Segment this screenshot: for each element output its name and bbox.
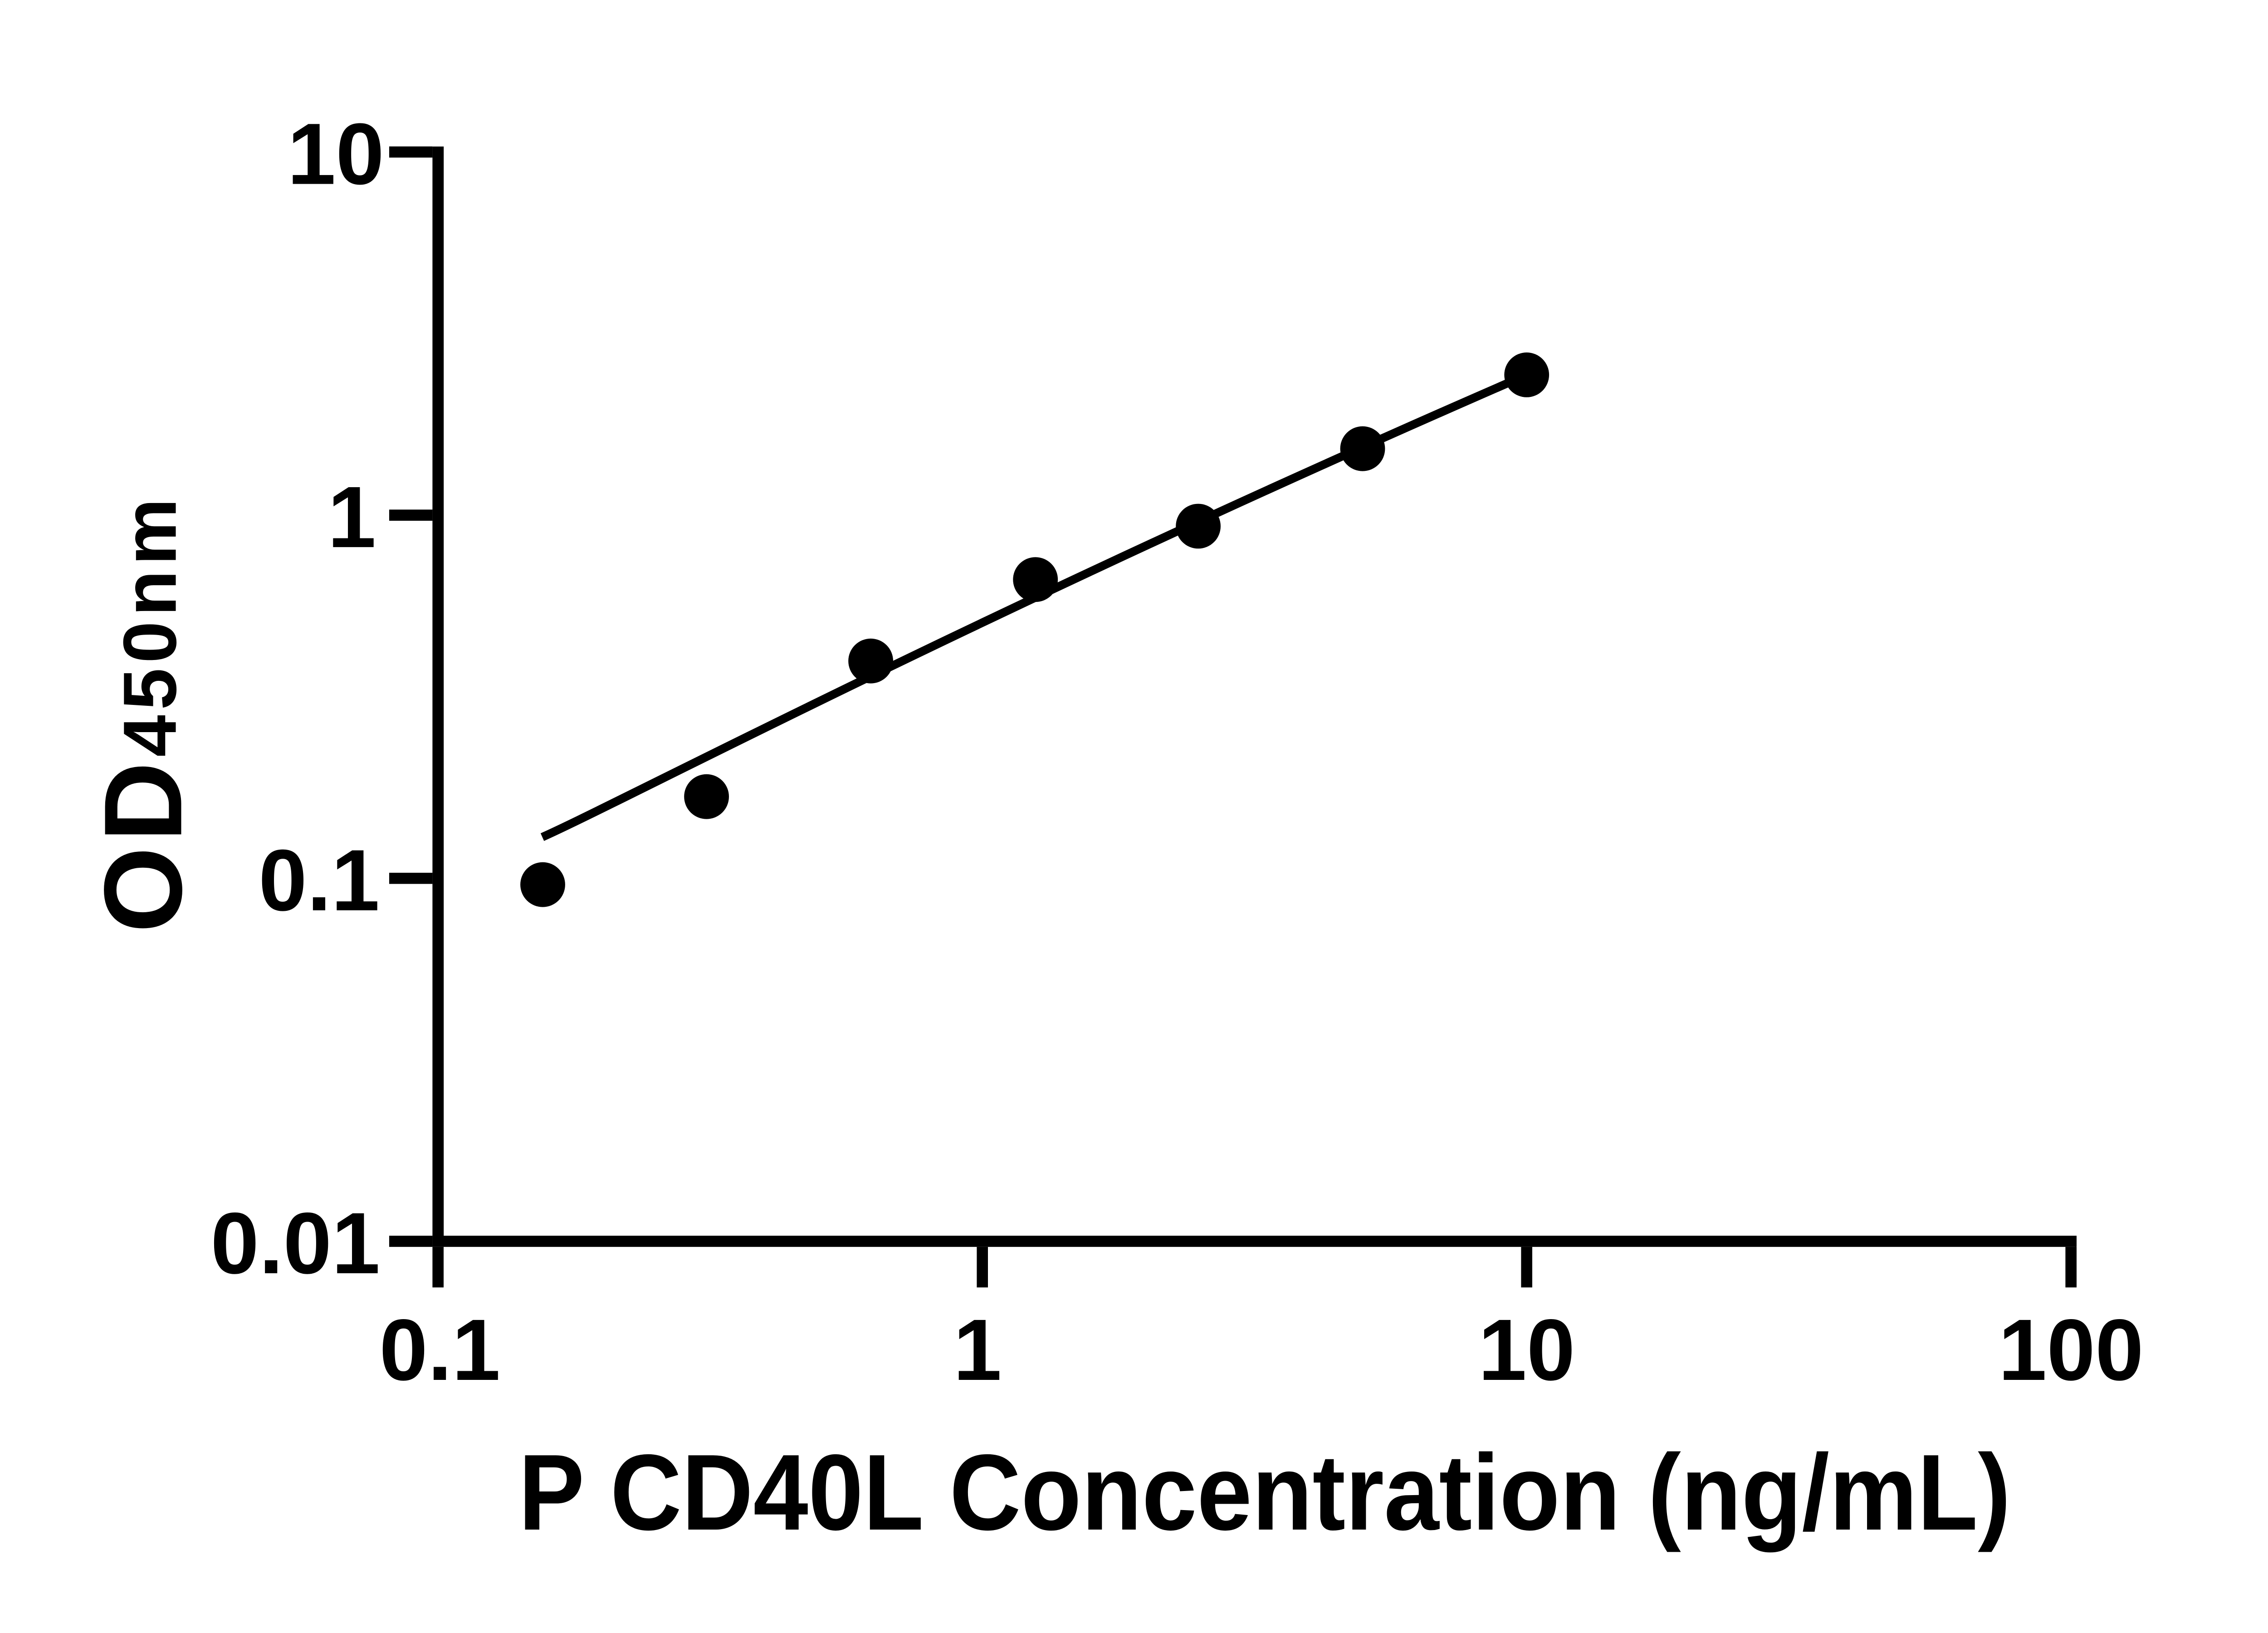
svg-text:0.1: 0.1	[259, 831, 380, 929]
svg-text:0.1: 0.1	[379, 1301, 500, 1398]
svg-text:1: 1	[327, 468, 376, 566]
svg-text:0.01: 0.01	[210, 1194, 380, 1292]
svg-text:P CD40L Concentration (ng/mL): P CD40L Concentration (ng/mL)	[518, 1432, 2011, 1553]
svg-text:100: 100	[1999, 1301, 2144, 1398]
svg-text:10: 10	[287, 105, 384, 203]
svg-text:1: 1	[953, 1301, 1002, 1398]
svg-text:10: 10	[1478, 1301, 1575, 1398]
